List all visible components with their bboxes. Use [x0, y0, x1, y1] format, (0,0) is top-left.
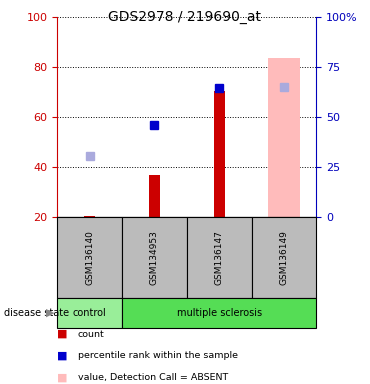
- Text: GDS2978 / 219690_at: GDS2978 / 219690_at: [108, 10, 262, 23]
- Text: value, Detection Call = ABSENT: value, Detection Call = ABSENT: [78, 373, 228, 382]
- Text: ▶: ▶: [46, 308, 54, 318]
- Bar: [187, 217, 252, 298]
- Bar: [268, 58, 300, 217]
- Bar: [122, 298, 316, 328]
- Text: control: control: [73, 308, 107, 318]
- Bar: [122, 217, 187, 298]
- Text: percentile rank within the sample: percentile rank within the sample: [78, 351, 238, 361]
- Bar: [84, 216, 95, 217]
- Text: ■: ■: [57, 373, 68, 383]
- Bar: [252, 217, 316, 298]
- Text: GSM136149: GSM136149: [279, 230, 289, 285]
- Text: GSM134953: GSM134953: [150, 230, 159, 285]
- Bar: [149, 175, 160, 217]
- Text: GSM136140: GSM136140: [85, 230, 94, 285]
- Bar: [57, 298, 122, 328]
- Bar: [57, 217, 122, 298]
- Text: multiple sclerosis: multiple sclerosis: [176, 308, 262, 318]
- Text: disease state: disease state: [4, 308, 69, 318]
- Text: GSM136147: GSM136147: [215, 230, 224, 285]
- Text: ■: ■: [57, 351, 68, 361]
- Bar: [214, 91, 225, 217]
- Text: count: count: [78, 329, 104, 339]
- Text: ■: ■: [57, 329, 68, 339]
